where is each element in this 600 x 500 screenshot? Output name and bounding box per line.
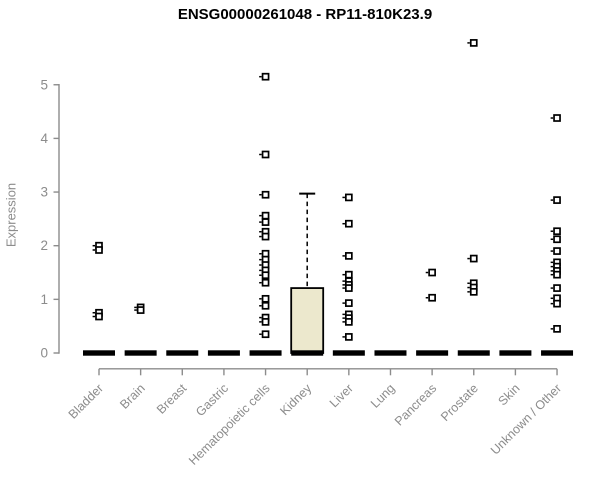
data-point — [261, 278, 270, 287]
y-tick-label: 0 — [40, 346, 48, 361]
median-bar — [83, 350, 115, 356]
data-point — [261, 330, 270, 339]
data-point — [95, 312, 103, 321]
y-tick-label: 5 — [40, 77, 48, 92]
data-point — [344, 284, 353, 292]
data-point — [553, 227, 561, 236]
median-bar — [416, 350, 449, 356]
data-point — [553, 325, 561, 333]
data-point — [261, 271, 270, 280]
data-point — [261, 301, 270, 310]
y-tick-label: 3 — [40, 185, 48, 200]
data-point — [344, 193, 353, 202]
data-point — [469, 39, 478, 47]
data-point — [261, 211, 270, 220]
median-bar — [249, 350, 282, 356]
median-bar — [124, 350, 157, 356]
x-tick-label: Skin — [495, 381, 522, 408]
data-point — [344, 252, 353, 260]
x-tick-label: Breast — [154, 381, 190, 417]
data-point — [428, 268, 436, 277]
x-tick-label: Prostate — [438, 381, 481, 424]
data-point — [344, 299, 353, 307]
data-point — [469, 254, 478, 263]
data-point — [553, 196, 561, 204]
x-tick-label: Unknown / Other — [488, 381, 564, 457]
median-bar — [291, 350, 324, 356]
x-tick-label: Pancreas — [392, 381, 439, 428]
data-point — [136, 306, 145, 314]
x-tick-label: Hematopoietic cells — [186, 381, 273, 468]
data-point — [261, 294, 270, 303]
median-bar — [166, 350, 199, 356]
chart-title: ENSG00000261048 - RP11-810K23.9 — [177, 6, 433, 23]
data-point — [261, 318, 270, 326]
data-point — [261, 232, 270, 241]
data-point — [261, 150, 270, 159]
y-tick-label: 1 — [40, 292, 48, 307]
data-point — [261, 190, 270, 199]
data-point — [553, 114, 561, 122]
data-point — [553, 299, 561, 308]
data-point — [553, 284, 561, 292]
median-bar — [374, 350, 407, 356]
median-bar — [541, 350, 574, 356]
data-point — [95, 246, 103, 254]
median-bar — [457, 350, 490, 356]
data-point — [344, 219, 353, 228]
data-point — [553, 235, 561, 244]
data-point — [553, 270, 561, 279]
data-point — [261, 72, 270, 81]
data-point — [344, 318, 353, 326]
data-point — [344, 333, 353, 341]
x-tick-label: Kidney — [277, 381, 314, 418]
data-point — [261, 218, 270, 226]
data-point — [469, 287, 478, 296]
median-bar — [332, 350, 365, 356]
median-bar — [207, 350, 240, 356]
x-tick-label: Liver — [327, 381, 356, 410]
data-point — [428, 293, 436, 302]
data-point — [553, 247, 561, 255]
y-tick-label: 4 — [40, 131, 48, 146]
x-tick-label: Lung — [368, 381, 398, 411]
median-bar — [499, 350, 532, 356]
box — [290, 287, 325, 354]
x-tick-label: Brain — [117, 381, 148, 412]
x-tick-label: Gastric — [193, 381, 231, 419]
x-tick-label: Bladder — [66, 381, 106, 421]
data-point — [344, 270, 353, 279]
y-tick-label: 2 — [40, 238, 48, 253]
